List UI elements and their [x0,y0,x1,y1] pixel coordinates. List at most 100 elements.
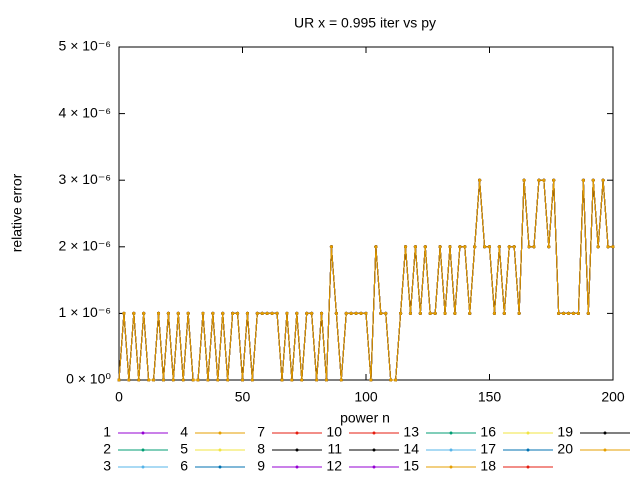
series-point [255,311,259,315]
series-point [547,245,551,249]
legend-point [372,431,376,435]
series-point [329,245,333,249]
series-point [542,178,546,182]
series-point [394,378,398,382]
y-axis-label: relative error [9,173,25,252]
legend-point [449,448,453,452]
series-point [285,311,289,315]
chart-title: UR x = 0.995 iter vs py [294,15,436,31]
series-point [245,311,249,315]
plot-frame [118,46,614,381]
series-point [492,311,496,315]
series-point [359,311,363,315]
series-point [324,378,328,382]
series-line [118,179,613,381]
series-point [413,245,417,249]
series-point [315,378,319,382]
series-point [122,311,126,315]
series-line [118,179,613,381]
series-point [152,378,156,382]
series-line [118,179,613,381]
series-point [443,311,447,315]
series-point [453,311,457,315]
series-point [354,311,358,315]
series-point [265,311,269,315]
legend-label: 3 [103,458,111,474]
series-point [581,178,585,182]
series-point [161,378,165,382]
series-point [512,245,516,249]
legend-label: 9 [257,458,265,474]
series-point [127,378,131,382]
series-line [118,179,613,381]
series-line [118,179,613,381]
legend-label: 1 [103,424,111,440]
series-point [231,311,235,315]
series-point [270,311,274,315]
legend-point [603,431,607,435]
series-line [118,179,613,381]
series-point [181,378,185,382]
series-point [201,311,205,315]
series-point [290,378,294,382]
legend-label: 6 [180,458,188,474]
legend-point [449,431,453,435]
x-tick-label: 100 [354,389,378,405]
series-point [601,178,605,182]
legend-label: 18 [480,458,496,474]
series-point [483,245,487,249]
series-point [275,311,279,315]
series-point [408,311,412,315]
series-point [586,311,590,315]
series-point [507,245,511,249]
series-point [458,245,462,249]
series-line [118,179,613,381]
series-line [118,179,613,381]
series-point [320,311,324,315]
legend-label: 4 [180,424,188,440]
legend-point [218,448,222,452]
series-point [147,378,151,382]
series-point [364,311,368,315]
series-point [404,245,408,249]
series-point [171,378,175,382]
legend-point [141,448,145,452]
series-line [118,179,613,381]
series-point [399,311,403,315]
series-point [562,311,566,315]
series-point [433,311,437,315]
series-line [118,179,613,381]
series-point [334,311,338,315]
legend-label: 5 [180,441,188,457]
series-point [532,245,536,249]
series-point [241,378,244,382]
series-point [226,378,230,382]
series-point [611,245,615,249]
legend-point [526,431,530,435]
x-axis-label: power n [340,410,390,426]
legend-point [526,465,530,469]
series-point [606,245,610,249]
legend-point [372,448,376,452]
series-point [157,311,161,315]
series-line [118,179,613,381]
series-point [369,378,373,382]
series-point [571,311,575,315]
legend-point [218,465,222,469]
legend-label: 7 [257,424,265,440]
series-point [310,311,314,315]
series-line [118,179,613,381]
legend-point [141,465,145,469]
y-tick-label: 5 × 10⁻⁶ [59,38,111,54]
y-tick-label: 4 × 10⁻⁶ [59,104,111,120]
legend-label: 2 [103,441,111,457]
x-tick-label: 150 [478,389,502,405]
legend-point [449,465,453,469]
series-line [118,179,613,381]
series-point [552,178,556,182]
series-point [176,311,180,315]
series-line [118,179,613,381]
series-point [191,378,195,382]
